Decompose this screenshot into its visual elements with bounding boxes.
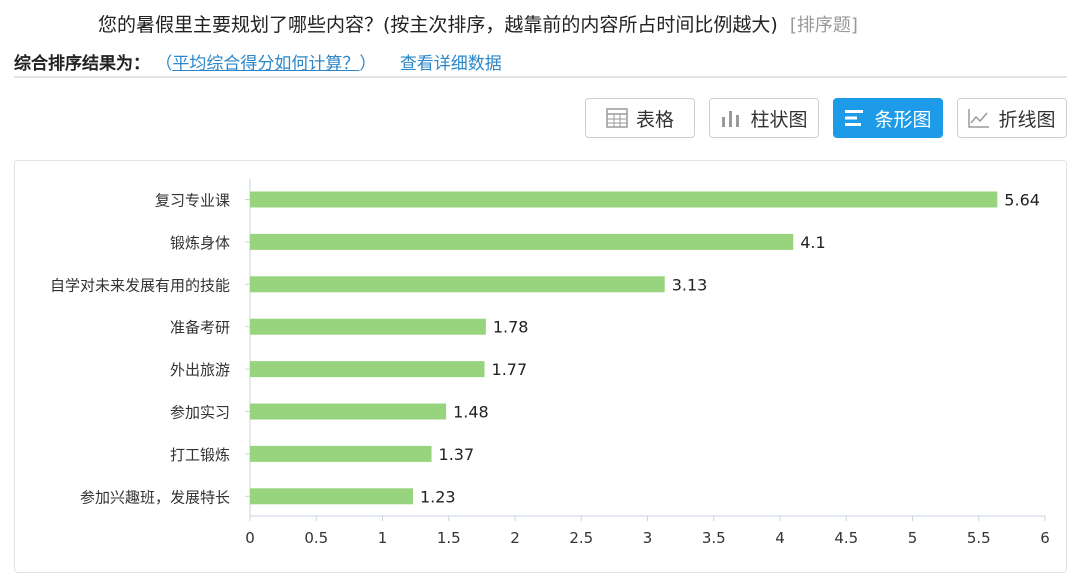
paren-close: ） xyxy=(359,54,377,74)
category-label: 准备考研 xyxy=(170,319,230,337)
x-tick-label: 3.5 xyxy=(702,529,726,547)
x-tick-label: 3 xyxy=(643,529,653,547)
result-label: 综合排序结果为： xyxy=(14,54,150,74)
bar-value-label: 1.23 xyxy=(420,487,456,506)
category-label: 自学对未来发展有用的技能 xyxy=(50,276,230,294)
divider xyxy=(14,76,1067,78)
bar-chart: 0 0.5 1 1.5 2 2.5 3 3.5 4 4.5 5 5.5 6 复习专业课 5.64 锻炼身体 4.… xyxy=(50,179,1050,547)
paren-open: （ xyxy=(155,54,173,74)
line-chart-view-label: 折线图 xyxy=(998,108,1056,131)
x-tick-label: 5.5 xyxy=(967,529,991,547)
chart-panel: 0 0.5 1 1.5 2 2.5 3 3.5 4 4.5 5 5.5 6 复习专业课 5.64 锻炼身体 4.… xyxy=(14,160,1067,573)
column-chart-icon xyxy=(720,108,742,128)
bar xyxy=(250,276,665,293)
bar-chart-view-label: 条形图 xyxy=(874,108,932,131)
x-tick-label: 1 xyxy=(378,529,388,547)
bar xyxy=(250,403,447,420)
x-tick-label: 0 xyxy=(245,529,255,547)
column-chart-view-button[interactable]: 柱状图 xyxy=(709,98,819,138)
bar xyxy=(250,361,485,378)
bar-value-label: 4.1 xyxy=(800,233,825,252)
x-tick-label: 6 xyxy=(1040,529,1050,547)
x-tick-label: 2 xyxy=(510,529,520,547)
bar-value-label: 1.37 xyxy=(439,445,475,464)
x-tick-label: 1.5 xyxy=(437,529,461,547)
x-tick-label: 4 xyxy=(775,529,785,547)
avg-score-help-link[interactable]: 平均综合得分如何计算？ xyxy=(172,54,360,74)
bar-value-label: 3.13 xyxy=(672,275,708,294)
category-label: 参加实习 xyxy=(170,404,230,422)
x-tick-label: 0.5 xyxy=(304,529,328,547)
bar xyxy=(250,445,432,462)
bar xyxy=(250,488,413,505)
bar-value-label: 1.78 xyxy=(493,318,529,337)
bar-value-label: 1.48 xyxy=(453,403,489,422)
question-title: 您的暑假里主要规划了哪些内容？(按主次排序，越靠前的内容所占时间比例越大) [排序… xyxy=(98,10,858,37)
line-chart-view-button[interactable]: 折线图 xyxy=(957,98,1067,138)
table-icon xyxy=(606,108,628,128)
category-label: 锻炼身体 xyxy=(170,234,230,252)
bar-chart-view-button[interactable]: 条形图 xyxy=(833,98,943,138)
category-label: 打工锻炼 xyxy=(170,446,230,464)
bar-chart-icon xyxy=(844,108,866,128)
category-label: 外出旅游 xyxy=(170,361,230,379)
view-detail-link[interactable]: 查看详细数据 xyxy=(399,54,502,74)
line-chart-icon xyxy=(968,108,990,128)
bar xyxy=(250,318,486,335)
table-view-button[interactable]: 表格 xyxy=(585,98,695,138)
category-label: 复习专业课 xyxy=(155,192,230,210)
table-view-label: 表格 xyxy=(635,108,674,131)
bar xyxy=(250,191,998,208)
x-tick-label: 4.5 xyxy=(834,529,858,547)
x-tick-label: 2.5 xyxy=(569,529,593,547)
bar xyxy=(250,233,794,250)
bar-value-label: 1.77 xyxy=(492,360,528,379)
result-row: 综合排序结果为： （平均综合得分如何计算？） 查看详细数据 xyxy=(14,49,502,74)
column-chart-view-label: 柱状图 xyxy=(750,108,808,131)
question-type: [排序题] xyxy=(789,15,858,36)
x-tick-label: 5 xyxy=(908,529,918,547)
category-label: 参加兴趣班，发展特长 xyxy=(80,488,230,506)
question-title-text: 您的暑假里主要规划了哪些内容？(按主次排序，越靠前的内容所占时间比例越大) xyxy=(98,14,778,36)
bar-value-label: 5.64 xyxy=(1004,191,1040,210)
